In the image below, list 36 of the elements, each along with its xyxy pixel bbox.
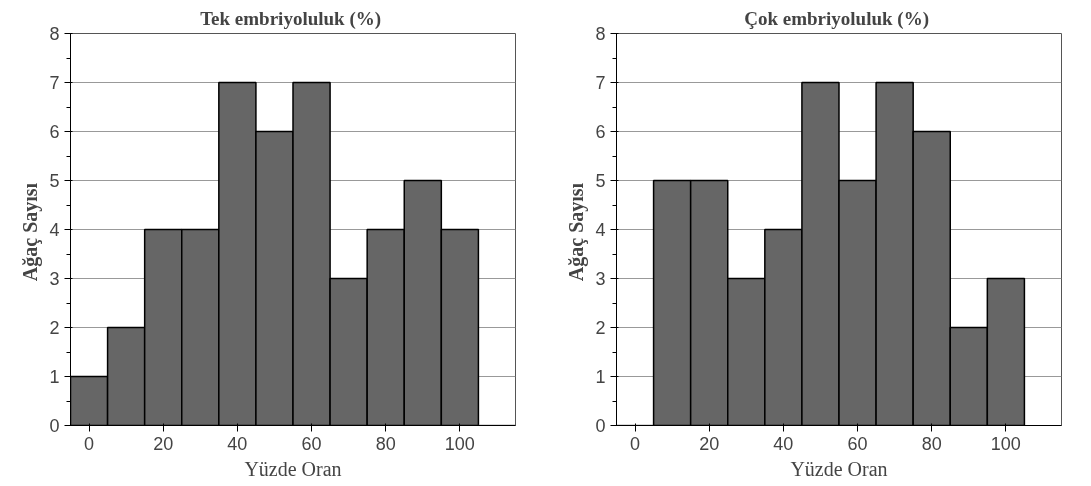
y-tick-label: 0 (49, 416, 60, 436)
y-tick-label: 3 (49, 269, 60, 289)
y-tick-label: 0 (595, 416, 606, 436)
y-tick-label: 3 (595, 269, 606, 289)
y-tick-label: 6 (595, 122, 606, 142)
y-axis-title: Ağaç Sayısı (565, 182, 589, 282)
x-tick-label: 40 (773, 433, 794, 454)
x-tick-label: 40 (227, 433, 248, 454)
chart-title: Tek embriyoluluk (%) (200, 7, 382, 30)
x-tick-label: 60 (301, 433, 322, 454)
x-tick-label: 100 (444, 433, 475, 454)
x-tick-label: 80 (921, 433, 942, 454)
chart-title: Çok embriyoluluk (%) (744, 7, 930, 30)
y-tick-label: 6 (49, 122, 60, 142)
y-tick-label: 2 (595, 318, 606, 338)
x-axis-title: Yüzde Oran (244, 457, 342, 480)
y-tick-label: 2 (49, 318, 60, 338)
y-tick-label: 1 (595, 367, 606, 387)
y-tick-label: 7 (595, 73, 606, 93)
y-tick-label: 8 (595, 24, 606, 44)
y-tick-label: 8 (49, 24, 60, 44)
y-tick-label: 5 (595, 171, 606, 191)
x-tick-label: 80 (375, 433, 396, 454)
y-tick-label: 5 (49, 171, 60, 191)
x-tick-label: 0 (84, 433, 95, 454)
x-tick-label: 0 (630, 433, 641, 454)
x-tick-label: 100 (990, 433, 1021, 454)
y-tick-label: 4 (595, 220, 606, 240)
y-axis-title: Ağaç Sayısı (19, 182, 43, 282)
x-axis-title: Yüzde Oran (790, 457, 888, 480)
y-tick-label: 7 (49, 73, 60, 93)
x-tick-label: 20 (153, 433, 174, 454)
y-tick-label: 1 (49, 367, 60, 387)
x-tick-label: 20 (699, 433, 720, 454)
x-tick-label: 60 (847, 433, 868, 454)
y-tick-label: 4 (49, 220, 60, 240)
